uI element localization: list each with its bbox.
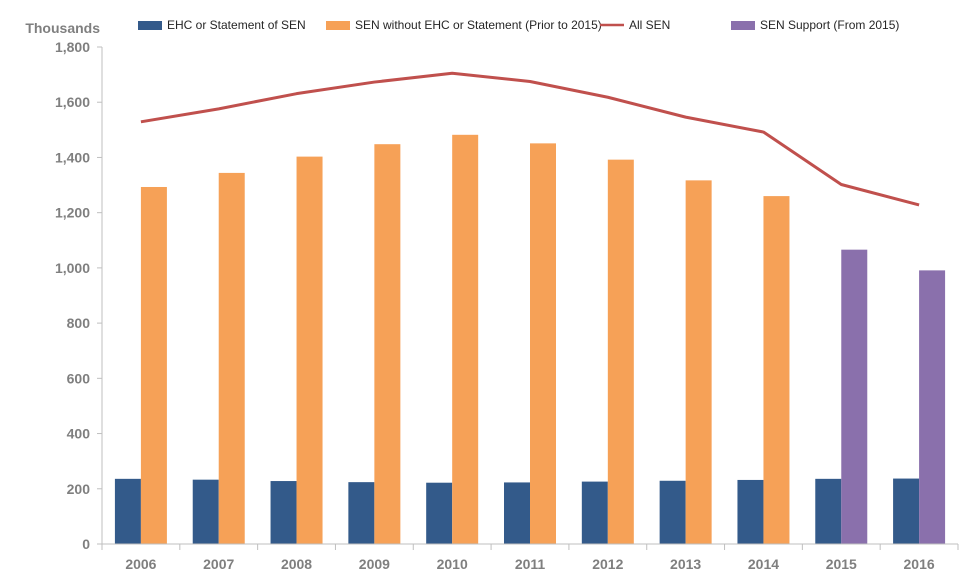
x-tick-label: 2008 <box>281 556 312 572</box>
y-tick-label: 1,200 <box>55 205 90 221</box>
y-axis: 0 200 400 600 800 1,000 1,200 1,400 1,600 1,800 <box>55 39 103 552</box>
x-axis: 2006 2007 2008 2009 2010 2011 2012 2013 2014 2015… <box>101 543 959 572</box>
bar-sen-without-ehc <box>530 143 556 544</box>
legend-label: SEN without EHC or Statement (Prior to 2… <box>355 18 602 32</box>
x-tick-label: 2010 <box>437 556 468 572</box>
bar-sen-without-ehc <box>763 196 790 544</box>
legend-swatch <box>731 21 755 30</box>
bar-sen-without-ehc <box>374 144 401 545</box>
bar-sen-without-ehc <box>452 134 479 544</box>
y-tick-label: 800 <box>67 315 91 331</box>
x-tick-label: 2015 <box>826 556 857 572</box>
x-tick-label: 2016 <box>904 556 935 572</box>
legend-label: All SEN <box>629 18 670 32</box>
bars <box>114 134 946 545</box>
bar-ehc-or-statement <box>270 481 297 544</box>
bar-sen-without-ehc <box>607 159 634 545</box>
y-tick-label: 200 <box>67 481 91 497</box>
x-tick-label: 2012 <box>592 556 623 572</box>
bar-sen-without-ehc <box>218 172 245 544</box>
bar-ehc-or-statement <box>737 479 764 544</box>
legend-swatch <box>326 21 350 30</box>
bar-ehc-or-statement <box>348 482 375 544</box>
bar-sen-without-ehc <box>685 180 712 544</box>
bar-sen-support <box>919 270 946 544</box>
legend: EHC or Statement of SEN SEN without EHC o… <box>138 18 899 32</box>
bar-ehc-or-statement <box>659 480 686 544</box>
x-tick-label: 2006 <box>125 556 156 572</box>
y-tick-label: 400 <box>67 426 91 442</box>
bar-ehc-or-statement <box>581 481 608 544</box>
bar-ehc-or-statement <box>192 479 219 544</box>
bar-ehc-or-statement <box>504 482 530 544</box>
y-tick-label: 1,000 <box>55 260 90 276</box>
x-tick-label: 2011 <box>515 556 546 572</box>
legend-label: EHC or Statement of SEN <box>167 18 306 32</box>
all-sen-line <box>140 71 920 207</box>
bar-sen-without-ehc <box>140 186 167 544</box>
bar-sen-without-ehc <box>296 156 323 545</box>
bar-ehc-or-statement <box>815 478 842 544</box>
y-axis-unit-label: Thousands <box>25 20 100 36</box>
bar-ehc-or-statement <box>114 478 141 544</box>
legend-label: SEN Support (From 2015) <box>760 18 899 32</box>
x-tick-label: 2013 <box>670 556 701 572</box>
y-tick-label: 1,800 <box>55 39 90 55</box>
x-tick-label: 2009 <box>359 556 390 572</box>
bar-ehc-or-statement <box>893 478 920 544</box>
bar-ehc-or-statement <box>426 482 453 544</box>
y-tick-label: 0 <box>82 536 90 552</box>
x-tick-label: 2014 <box>748 556 779 572</box>
legend-swatch <box>138 21 162 30</box>
y-tick-label: 1,600 <box>55 94 90 110</box>
x-tick-label: 2007 <box>203 556 234 572</box>
y-tick-label: 600 <box>67 370 91 386</box>
bar-sen-support <box>841 249 868 544</box>
y-tick-label: 1,400 <box>55 149 90 165</box>
